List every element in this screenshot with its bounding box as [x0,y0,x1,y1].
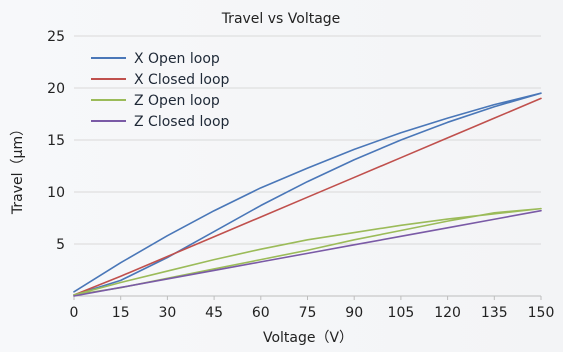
legend-label-3: Z Open loop [134,93,220,109]
y-tick-label: 10 [47,185,65,201]
x-tick-label: 75 [299,305,317,321]
x-tick-label: 30 [158,305,176,321]
data-series [73,92,542,297]
x-tick-label: 60 [252,305,270,321]
legend-label-4: Z Closed loop [134,114,230,130]
x-tick-label: 45 [205,305,223,321]
x-tick-label: 0 [70,305,79,321]
series-line-1 [73,92,542,296]
x-tick-label: 150 [528,305,555,321]
y-tick-label: 5 [56,237,65,253]
x-tick-label: 15 [112,305,130,321]
x-axis-label: Voltage（V） [263,330,353,346]
grid-lines [74,35,541,245]
legend: X Open loop X Closed loop Z Open loop Z Clo… [91,51,230,130]
y-tick-label: 15 [47,133,65,149]
x-tick-label: 105 [388,305,415,321]
legend-label-1: X Open loop [134,51,220,67]
y-axis-label: Travel（μm） [10,122,26,215]
y-tick-label: 25 [47,29,65,45]
chart-title: Travel vs Voltage [221,11,341,27]
x-tick-label: 90 [345,305,363,321]
x-tick-label: 120 [434,305,461,321]
series-line-2 [73,97,542,296]
series-line-3 [73,207,542,296]
y-tick-label: 20 [47,81,65,97]
axes: 0 15 30 45 60 75 90 105 120 135 150 5 10 15 20 25 [47,29,554,321]
x-tick-label: 135 [481,305,508,321]
series-line-4 [73,209,542,297]
legend-label-2: X Closed loop [134,72,230,88]
